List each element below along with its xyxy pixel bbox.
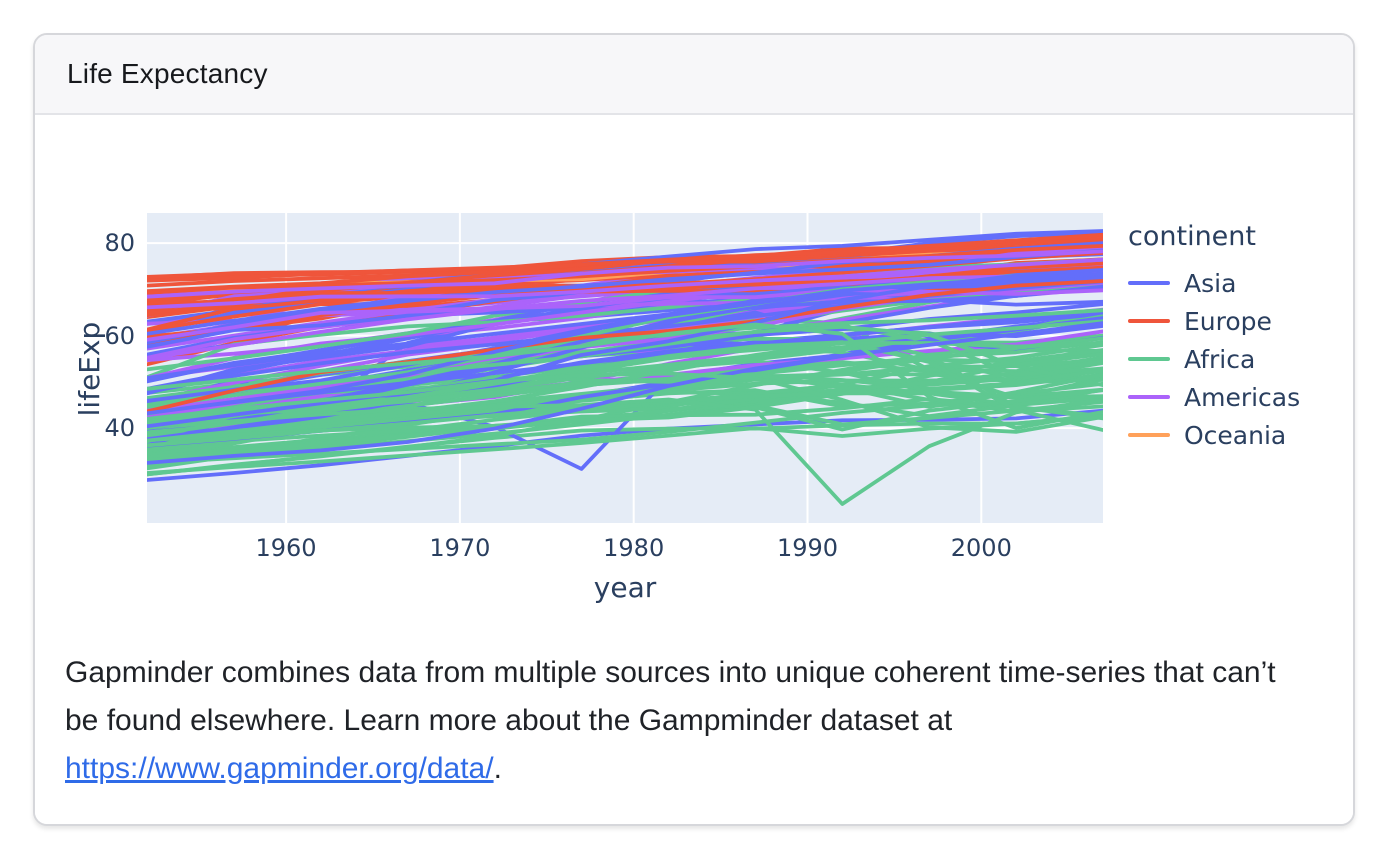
legend-entry-asia[interactable]: Asia: [1128, 264, 1300, 302]
legend-label: Asia: [1184, 268, 1237, 298]
legend-swatch-icon: [1128, 433, 1170, 437]
card-header: Life Expectancy: [35, 35, 1353, 115]
description-text-after: .: [493, 752, 502, 785]
legend-swatch-icon: [1128, 357, 1170, 361]
country-line[interactable]: [147, 257, 1103, 310]
x-tick-label: 1960: [255, 534, 317, 562]
country-line[interactable]: [147, 233, 1103, 294]
country-line[interactable]: [147, 321, 1103, 465]
description-text-before: Gapminder combines data from multiple so…: [65, 656, 1276, 737]
x-tick-label: 2000: [950, 534, 1012, 562]
plot-area[interactable]: [147, 213, 1103, 523]
y-tick-label: 60: [104, 321, 135, 350]
legend-swatch-icon: [1128, 395, 1170, 399]
legend-entries: Asia Europe Africa Americas Oceania: [1128, 264, 1300, 454]
country-line[interactable]: [147, 244, 1103, 295]
card-title: Life Expectancy: [67, 58, 268, 89]
legend-title: continent: [1128, 221, 1256, 252]
legend-entry-oceania[interactable]: Oceania: [1128, 416, 1300, 454]
legend-swatch-icon: [1128, 281, 1170, 285]
country-line[interactable]: [147, 388, 1103, 463]
legend-label: Africa: [1184, 344, 1256, 374]
country-line[interactable]: [147, 322, 1103, 431]
country-line[interactable]: [147, 257, 1103, 372]
legend: continent Asia Europe Africa Americas Oceani…: [1128, 221, 1300, 454]
country-line[interactable]: [147, 275, 1103, 333]
country-line[interactable]: [147, 279, 1103, 414]
card-body: 40 60 80 1960 1970 1980 1990 2000 lifeExp year…: [35, 115, 1353, 824]
legend-label: Europe: [1184, 306, 1272, 336]
country-line[interactable]: [147, 249, 1103, 299]
legend-entry-africa[interactable]: Africa: [1128, 340, 1300, 378]
x-axis-title: year: [593, 571, 657, 604]
country-line[interactable]: [147, 391, 1103, 448]
x-tick-label: 1980: [603, 534, 665, 562]
description-paragraph: Gapminder combines data from multiple so…: [65, 649, 1311, 793]
legend-label: Oceania: [1184, 420, 1287, 450]
country-line[interactable]: [147, 284, 1103, 381]
country-line[interactable]: [147, 270, 1103, 361]
y-tick-label: 40: [104, 414, 135, 443]
gapminder-data-link[interactable]: https://www.gapminder.org/data/: [65, 752, 494, 785]
legend-swatch-icon: [1128, 319, 1170, 323]
y-axis-title: lifeExp: [73, 321, 106, 417]
country-line[interactable]: [147, 397, 1103, 506]
line-plot-canvas[interactable]: [147, 213, 1103, 523]
x-tick-label: 1990: [776, 534, 839, 562]
country-line[interactable]: [147, 271, 1103, 416]
legend-label: Americas: [1184, 382, 1301, 412]
country-line[interactable]: [147, 408, 1103, 482]
legend-entry-europe[interactable]: Europe: [1128, 302, 1300, 340]
country-line[interactable]: [147, 236, 1103, 315]
y-tick-label: 80: [104, 229, 135, 258]
x-tick-label: 1970: [429, 534, 491, 562]
country-line[interactable]: [147, 269, 1103, 409]
country-line[interactable]: [147, 371, 1103, 434]
legend-entry-americas[interactable]: Americas: [1128, 378, 1300, 416]
life-expectancy-card: Life Expectancy 40 60 80 1960 1970 1980 1990 2…: [33, 33, 1355, 826]
